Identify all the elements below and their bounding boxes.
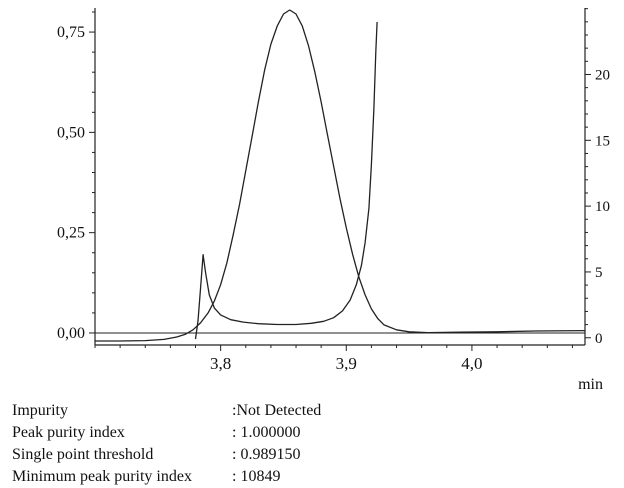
- chromatogram-peak: [95, 9, 586, 342]
- y-left-tick-label: 0,25: [57, 225, 85, 242]
- result-row: Minimum peak purity index : 10849: [12, 466, 624, 488]
- y-right-tick-label: 5: [595, 265, 603, 281]
- y-right-tick-label: 15: [595, 133, 610, 149]
- y-right-tick-label: 20: [595, 67, 610, 83]
- y-right-tick-label: 10: [595, 199, 610, 215]
- result-value: :Not Detected: [232, 402, 322, 419]
- x-tick-label: 3,8: [210, 354, 231, 373]
- result-value: : 10849: [232, 468, 281, 485]
- y-left-tick-label: 0,50: [57, 124, 85, 141]
- purity-curve: [194, 21, 378, 340]
- result-row: Impurity :Not Detected: [12, 400, 624, 422]
- result-row: Single point threshold : 0.989150: [12, 444, 624, 466]
- x-axis-unit-label: min: [578, 376, 603, 393]
- chromatogram-plot: 0,00 0,25 0,50 0,75 0 5 10 15 20 3,8 3,9 4,0 min: [57, 8, 610, 393]
- result-value: : 1.000000: [232, 424, 301, 441]
- result-row: Peak purity index : 1.000000: [12, 422, 624, 444]
- chromatogram-chart: 0,00 0,25 0,50 0,75 0 5 10 15 20 3,8 3,9 4,0 min: [57, 8, 610, 393]
- x-tick-label: 4,0: [461, 354, 482, 373]
- results-table: Impurity :Not Detected Peak purity index : …: [0, 398, 624, 488]
- result-label: Peak purity index: [12, 424, 125, 441]
- y-left-tick-label: 0,75: [57, 24, 85, 41]
- result-value: : 0.989150: [232, 446, 301, 463]
- result-label: Minimum peak purity index: [12, 468, 192, 485]
- result-label: Single point threshold: [12, 446, 154, 463]
- result-label: Impurity: [12, 402, 68, 419]
- y-left-tick-label: 0,00: [57, 325, 85, 342]
- x-tick-label: 3,9: [336, 354, 357, 373]
- y-right-tick-label: 0: [595, 331, 603, 347]
